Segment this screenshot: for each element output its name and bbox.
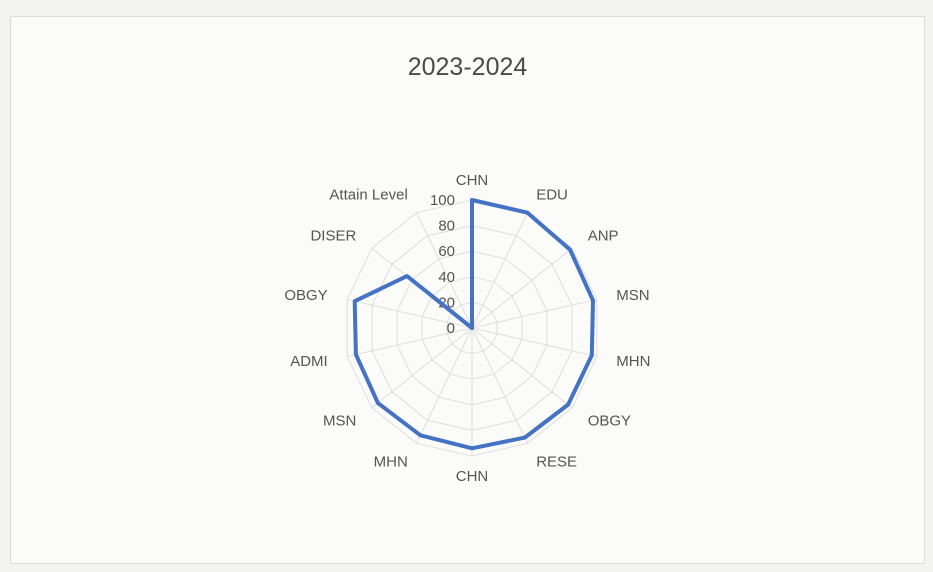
category-label: MHN (374, 453, 408, 470)
grid-spoke (347, 299, 473, 329)
radial-tick-label: 20 (438, 294, 455, 311)
category-label: CHN (456, 172, 489, 189)
category-label: MSN (616, 287, 649, 304)
grid-spoke (471, 327, 597, 357)
category-labels: CHN EDU ANP MSN MHN OBGY RESE CHN MHN MSN ADMI OBGY… (284, 172, 650, 485)
radial-tick-label: 100 (430, 192, 455, 209)
radial-tick-labels: 0 20 40 60 80 100 (430, 192, 455, 337)
grid-spoke (371, 327, 473, 409)
radar-series (352, 198, 595, 451)
chart-area: 2023-2024 (10, 16, 925, 564)
radial-tick-label: 60 (438, 243, 455, 260)
radial-tick-label: 0 (447, 320, 455, 337)
category-label: OBGY (284, 287, 327, 304)
radial-tick-label: 80 (438, 218, 455, 235)
chart-title: 2023-2024 (407, 53, 528, 81)
category-label: ADMI (290, 353, 328, 370)
category-label: MHN (616, 353, 650, 370)
grid-spoke (347, 327, 473, 357)
category-label: ANP (588, 228, 619, 245)
category-label: EDU (536, 187, 568, 204)
grid-spoke (471, 247, 573, 329)
radial-tick-label: 40 (438, 269, 455, 286)
category-label: OBGY (588, 412, 631, 429)
grid-spoke (416, 327, 473, 444)
grid-spoke (471, 212, 528, 329)
category-label: RESE (536, 453, 577, 470)
category-label: Attain Level (329, 187, 407, 204)
category-label: MSN (323, 412, 356, 429)
grid-spoke (416, 212, 473, 329)
category-label: CHN (456, 468, 489, 485)
grid-spoke (471, 327, 528, 444)
category-label: DISER (310, 228, 356, 245)
grid-spoke (471, 299, 597, 329)
series-line (352, 198, 595, 451)
grid-spoke (471, 327, 573, 409)
